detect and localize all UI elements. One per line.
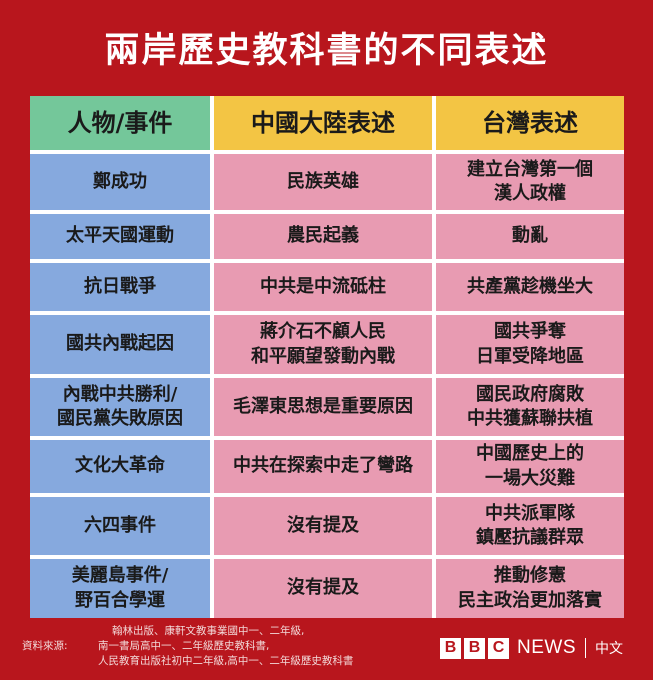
source-line: 南一書局高中一、二年級歷史教科書, [98, 640, 270, 653]
table-cell-event: 文化大革命 [30, 440, 210, 493]
language-label: 中文 [595, 641, 623, 657]
table-cell-mainland: 沒有提及 [214, 497, 432, 555]
table-cell-taiwan: 動亂 [436, 214, 624, 259]
brand-divider [585, 638, 586, 658]
table-cell-taiwan: 國共爭奪 日軍受降地區 [436, 315, 624, 374]
table-cell-taiwan: 中共派軍隊 鎮壓抗議群眾 [436, 497, 624, 555]
table-cell-taiwan: 中國歷史上的 一場大災難 [436, 440, 624, 493]
table-cell-event: 六四事件 [30, 497, 210, 555]
source-lines: 翰林出版、康軒文教事業國中一、二年級, 南一書局高中一、二年級歷史教科書, 人民… [98, 624, 458, 670]
table-cell-mainland: 沒有提及 [214, 559, 432, 618]
bbc-logo-block: C [488, 637, 509, 659]
table-cell-mainland: 蔣介石不顧人民 和平願望發動內戰 [214, 315, 432, 374]
table-cell-mainland: 農民起義 [214, 214, 432, 259]
comparison-table: 人物/事件 中國大陸表述 台灣表述 鄭成功 民族英雄 建立台灣第一個 漢人政權 … [30, 96, 624, 618]
bbc-news-logo: B B C NEWS 中文 [440, 636, 623, 660]
table-cell-mainland: 毛澤東思想是重要原因 [214, 378, 432, 436]
table-cell-taiwan: 建立台灣第一個 漢人政權 [436, 154, 624, 210]
table-cell-event: 國共內戰起因 [30, 315, 210, 374]
source-line: 翰林出版、康軒文教事業國中一、二年級, [112, 625, 305, 637]
source-label: 資料來源: [22, 640, 68, 652]
table-cell-taiwan: 共產黨趁機坐大 [436, 263, 624, 311]
table-cell-event: 抗日戰爭 [30, 263, 210, 311]
header-cell-mainland: 中國大陸表述 [214, 96, 432, 150]
table-cell-mainland: 中共是中流砥柱 [214, 263, 432, 311]
news-wordmark: NEWS [517, 637, 576, 658]
table-cell-event: 美麗島事件/ 野百合學運 [30, 559, 210, 618]
bbc-logo-block: B [464, 637, 485, 659]
bbc-logo-block: B [440, 637, 461, 659]
table-cell-event: 太平天國運動 [30, 214, 210, 259]
table-cell-mainland: 民族英雄 [214, 154, 432, 210]
table-cell-taiwan: 推動修憲 民主政治更加落實 [436, 559, 624, 618]
table-cell-mainland: 中共在探索中走了彎路 [214, 440, 432, 493]
table-cell-event: 鄭成功 [30, 154, 210, 210]
table-cell-taiwan: 國民政府腐敗 中共獲蘇聯扶植 [436, 378, 624, 436]
page-title: 兩岸歷史教科書的不同表述 [104, 31, 549, 71]
header-cell-person-event: 人物/事件 [30, 96, 210, 150]
source-line: 人民教育出版社初中二年級,高中一、二年級歷史教科書 [98, 655, 354, 668]
table-cell-event: 內戰中共勝利/ 國民黨失敗原因 [30, 378, 210, 436]
header-cell-taiwan: 台灣表述 [436, 96, 624, 150]
